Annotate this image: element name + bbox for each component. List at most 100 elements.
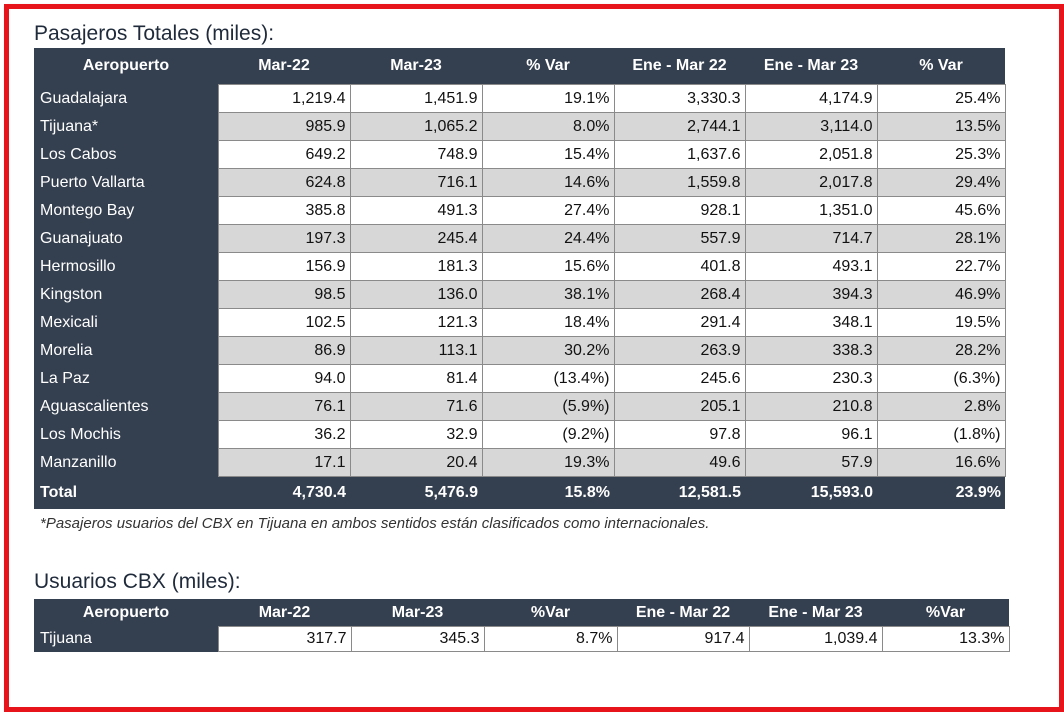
value-cell: 197.3 bbox=[217, 224, 351, 253]
value-cell: 121.3 bbox=[349, 308, 483, 337]
airport-name-cell: Mexicali bbox=[34, 308, 218, 337]
table2-title: Usuarios CBX (miles): bbox=[34, 570, 241, 593]
header-cell: %Var bbox=[882, 599, 1009, 627]
table-row: Kingston 98.5 136.0 38.1% 268.4 394.3 46.9% bbox=[34, 280, 1006, 309]
header-cell: Mar-22 bbox=[218, 48, 350, 85]
value-cell: 27.4% bbox=[481, 196, 615, 225]
value-cell: 2.8% bbox=[876, 392, 1006, 421]
table-row: Puerto Vallarta 624.8 716.1 14.6% 1,559.8 2,0… bbox=[34, 168, 1006, 197]
value-cell: 19.5% bbox=[876, 308, 1006, 337]
airport-name-cell: Montego Bay bbox=[34, 196, 218, 225]
airport-name-cell: Manzanillo bbox=[34, 448, 218, 477]
table1-title: Pasajeros Totales (miles): bbox=[34, 22, 275, 45]
value-cell: 2,744.1 bbox=[613, 112, 746, 141]
header-cell: Mar-23 bbox=[350, 48, 482, 85]
value-cell: 8.0% bbox=[481, 112, 615, 141]
value-cell: (6.3%) bbox=[876, 364, 1006, 393]
header-cell: Mar-23 bbox=[351, 599, 484, 627]
value-cell: 401.8 bbox=[613, 252, 746, 281]
value-cell: 71.6 bbox=[349, 392, 483, 421]
value-cell: 113.1 bbox=[349, 336, 483, 365]
value-cell: 15.6% bbox=[481, 252, 615, 281]
value-cell: 338.3 bbox=[744, 336, 878, 365]
airport-name-cell: Los Cabos bbox=[34, 140, 218, 169]
value-cell: 3,114.0 bbox=[744, 112, 878, 141]
value-cell: 20.4 bbox=[349, 448, 483, 477]
value-cell: 181.3 bbox=[349, 252, 483, 281]
total-cell: 5,476.9 bbox=[350, 476, 482, 509]
airport-name-cell: Guadalajara bbox=[34, 84, 218, 113]
value-cell: 13.3% bbox=[881, 626, 1010, 652]
table-row: La Paz 94.0 81.4 (13.4%) 245.6 230.3 (6.3%) bbox=[34, 364, 1006, 393]
table-row: Los Cabos 649.2 748.9 15.4% 1,637.6 2,051.8 25… bbox=[34, 140, 1006, 169]
airport-name-cell: Guanajuato bbox=[34, 224, 218, 253]
value-cell: 205.1 bbox=[613, 392, 746, 421]
total-label: Total bbox=[34, 476, 218, 509]
value-cell: 385.8 bbox=[217, 196, 351, 225]
value-cell: 1,065.2 bbox=[349, 112, 483, 141]
value-cell: 928.1 bbox=[613, 196, 746, 225]
table-row: Guadalajara 1,219.4 1,451.9 19.1% 3,330.3 4,1… bbox=[34, 84, 1006, 113]
table-row: Manzanillo 17.1 20.4 19.3% 49.6 57.9 16.6% bbox=[34, 448, 1006, 477]
value-cell: 49.6 bbox=[613, 448, 746, 477]
value-cell: 29.4% bbox=[876, 168, 1006, 197]
table1-total-row: Total 4,730.4 5,476.9 15.8% 12,581.5 15,… bbox=[34, 476, 1005, 509]
header-cell: % Var bbox=[482, 48, 614, 85]
value-cell: 4,174.9 bbox=[744, 84, 878, 113]
value-cell: 230.3 bbox=[744, 364, 878, 393]
value-cell: 15.4% bbox=[481, 140, 615, 169]
table-row: Tijuana* 985.9 1,065.2 8.0% 2,744.1 3,114.0 13… bbox=[34, 112, 1006, 141]
value-cell: 210.8 bbox=[744, 392, 878, 421]
value-cell: 1,351.0 bbox=[744, 196, 878, 225]
value-cell: 46.9% bbox=[876, 280, 1006, 309]
table-row: Los Mochis 36.2 32.9 (9.2%) 97.8 96.1 (1.8%) bbox=[34, 420, 1006, 449]
value-cell: 14.6% bbox=[481, 168, 615, 197]
value-cell: 57.9 bbox=[744, 448, 878, 477]
table-row: Hermosillo 156.9 181.3 15.6% 401.8 493.1 22.7% bbox=[34, 252, 1006, 281]
value-cell: 394.3 bbox=[744, 280, 878, 309]
value-cell: 317.7 bbox=[217, 626, 352, 652]
value-cell: 19.1% bbox=[481, 84, 615, 113]
total-cell: 12,581.5 bbox=[614, 476, 745, 509]
total-cell: 23.9% bbox=[877, 476, 1005, 509]
value-cell: 268.4 bbox=[613, 280, 746, 309]
value-cell: 94.0 bbox=[217, 364, 351, 393]
value-cell: 716.1 bbox=[349, 168, 483, 197]
value-cell: 81.4 bbox=[349, 364, 483, 393]
value-cell: 24.4% bbox=[481, 224, 615, 253]
value-cell: 748.9 bbox=[349, 140, 483, 169]
value-cell: 13.5% bbox=[876, 112, 1006, 141]
value-cell: 76.1 bbox=[217, 392, 351, 421]
airport-name-cell: Los Mochis bbox=[34, 420, 218, 449]
value-cell: 493.1 bbox=[744, 252, 878, 281]
usuarios-cbx-table: Aeropuerto Mar-22 Mar-23 %Var Ene - Mar … bbox=[34, 599, 1010, 652]
airport-name-cell: Puerto Vallarta bbox=[34, 168, 218, 197]
value-cell: 25.4% bbox=[876, 84, 1006, 113]
value-cell: 28.1% bbox=[876, 224, 1006, 253]
airport-name-cell: Tijuana bbox=[34, 626, 218, 652]
value-cell: 1,637.6 bbox=[613, 140, 746, 169]
value-cell: 348.1 bbox=[744, 308, 878, 337]
pasajeros-totales-table: Aeropuerto Mar-22 Mar-23 % Var Ene - Mar… bbox=[34, 48, 1006, 509]
table-row: Tijuana 317.7 345.3 8.7% 917.4 1,039.4 13.3% bbox=[34, 626, 1010, 652]
value-cell: 491.3 bbox=[349, 196, 483, 225]
airport-name-cell: Tijuana* bbox=[34, 112, 218, 141]
value-cell: 25.3% bbox=[876, 140, 1006, 169]
value-cell: 28.2% bbox=[876, 336, 1006, 365]
airport-name-cell: Morelia bbox=[34, 336, 218, 365]
value-cell: 102.5 bbox=[217, 308, 351, 337]
header-cell: Ene - Mar 23 bbox=[745, 48, 877, 85]
value-cell: 1,039.4 bbox=[748, 626, 883, 652]
value-cell: 45.6% bbox=[876, 196, 1006, 225]
table-row: Morelia 86.9 113.1 30.2% 263.9 338.3 28.2% bbox=[34, 336, 1006, 365]
value-cell: (13.4%) bbox=[481, 364, 615, 393]
header-cell: %Var bbox=[484, 599, 617, 627]
header-cell: Aeropuerto bbox=[34, 599, 218, 627]
value-cell: 2,017.8 bbox=[744, 168, 878, 197]
value-cell: 18.4% bbox=[481, 308, 615, 337]
table2-header-row: Aeropuerto Mar-22 Mar-23 %Var Ene - Mar … bbox=[34, 599, 1009, 627]
value-cell: (9.2%) bbox=[481, 420, 615, 449]
value-cell: 17.1 bbox=[217, 448, 351, 477]
value-cell: 1,451.9 bbox=[349, 84, 483, 113]
value-cell: 97.8 bbox=[613, 420, 746, 449]
